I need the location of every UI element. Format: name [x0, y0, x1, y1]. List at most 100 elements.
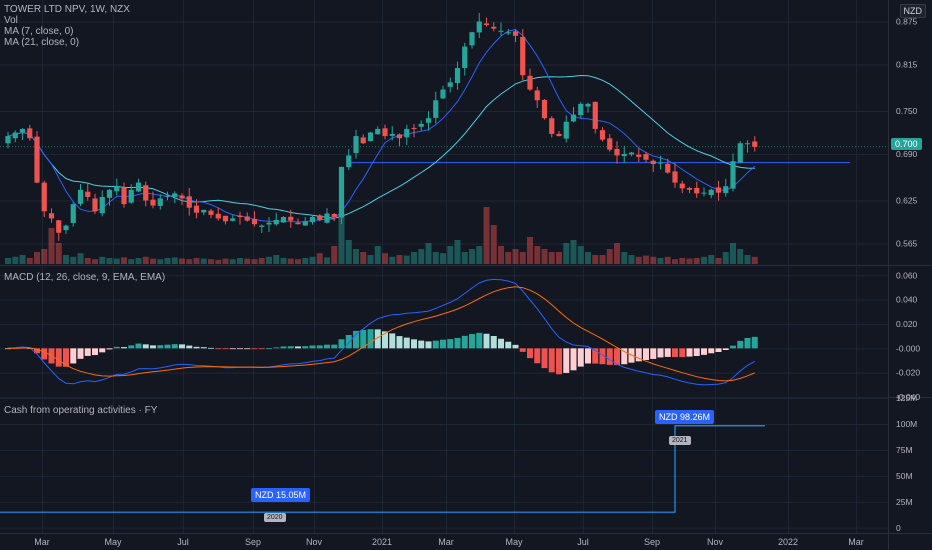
- candle-body: [288, 216, 294, 221]
- candle-body: [527, 75, 533, 90]
- volume-bar: [48, 228, 55, 264]
- candle-body: [520, 36, 526, 76]
- volume-bar: [229, 259, 236, 264]
- macd-histogram-bar: [367, 329, 374, 349]
- macd-histogram-bar: [258, 348, 265, 350]
- price-axis[interactable]: 0.875 0.815 0.750 0.690 0.625 0.565 0.060 0.040…: [896, 16, 920, 532]
- volume-bar: [77, 253, 84, 264]
- cash-panel[interactable]: [0, 425, 765, 513]
- time-tick-label: Nov: [306, 537, 323, 547]
- candle-body: [570, 114, 577, 122]
- candle-body: [208, 210, 214, 215]
- candle-body: [172, 193, 178, 197]
- candle-body: [193, 205, 200, 213]
- year-tag-2020[interactable]: 2020: [264, 513, 286, 522]
- macd-histogram-bar: [606, 348, 613, 365]
- candle-body: [244, 216, 250, 221]
- macd-panel[interactable]: [5, 278, 758, 386]
- volume-bar: [273, 255, 280, 264]
- macd-histogram-bar: [599, 348, 606, 365]
- candle-body: [135, 182, 142, 192]
- volume-bar: [657, 258, 664, 264]
- macd-histogram-bar: [701, 348, 707, 355]
- macd-histogram-bar: [309, 345, 316, 349]
- candle-body: [476, 21, 482, 33]
- symbol-title[interactable]: TOWER LTD NPV, 1W, NZX: [4, 4, 130, 15]
- time-axis[interactable]: Mar May Jul Sep Nov 2021 Mar May Jul Sep Nov 2022 Ma…: [34, 537, 864, 547]
- volume-bar: [150, 258, 156, 264]
- cash-callout-2021[interactable]: NZD 98.26M: [655, 410, 715, 424]
- macd-tick-label: -0.020: [896, 368, 920, 378]
- macd-histogram-bar: [106, 348, 113, 350]
- time-tick-label: 2022: [778, 537, 798, 547]
- candle-body: [201, 209, 207, 213]
- candle-body: [737, 143, 743, 163]
- volume-bar: [708, 255, 715, 264]
- candle-body: [592, 101, 598, 129]
- time-tick-label: Mar: [34, 537, 50, 547]
- time-tick-label: Nov: [707, 537, 724, 547]
- volume-bar: [309, 256, 316, 264]
- macd-histogram-bar: [643, 348, 649, 361]
- currency-button[interactable]: NZD: [899, 4, 926, 18]
- volume-bar: [142, 256, 149, 264]
- candle-body: [462, 46, 468, 69]
- price-panel[interactable]: [0, 12, 888, 264]
- macd-histogram-bar: [534, 348, 541, 364]
- macd-histogram-bar: [664, 348, 671, 357]
- candle-body: [744, 143, 751, 145]
- macd-tick-label: 0.020: [896, 319, 918, 329]
- price-tick-label: 0.750: [896, 106, 918, 116]
- volume-bar: [244, 258, 251, 264]
- volume-bar: [360, 252, 367, 264]
- candle-body: [317, 215, 323, 220]
- macd-histogram-bar: [164, 344, 171, 349]
- candle-body: [585, 103, 591, 107]
- price-tick-label: 0.690: [896, 149, 918, 159]
- candle-body: [657, 162, 664, 164]
- candle-body: [375, 128, 381, 135]
- candle-body: [5, 136, 11, 144]
- vol-legend[interactable]: Vol: [4, 15, 18, 26]
- volume-bar: [382, 253, 388, 264]
- cash-tick-label: 0: [896, 523, 901, 533]
- candle-body: [259, 225, 265, 227]
- ma21-legend[interactable]: MA (21, close, 0): [4, 37, 80, 48]
- time-tick-label: Mar: [438, 537, 454, 547]
- volume-bar: [258, 258, 265, 264]
- volume-bar: [548, 252, 555, 264]
- macd-histogram-bar: [345, 335, 352, 349]
- macd-histogram-bar: [287, 346, 294, 349]
- candle-body: [273, 219, 279, 225]
- macd-title[interactable]: MACD (12, 26, close, 9, EMA, EMA): [4, 272, 166, 283]
- volume-bar: [737, 249, 744, 264]
- cash-callout-2020[interactable]: NZD 15.05M: [251, 488, 311, 502]
- macd-histogram-bar: [244, 348, 251, 350]
- macd-histogram-bar: [447, 339, 454, 349]
- candle-body: [309, 217, 316, 223]
- ma7-legend[interactable]: MA (7, close, 0): [4, 26, 74, 37]
- volume-bar: [512, 249, 519, 264]
- macd-histogram-bar: [99, 348, 106, 353]
- price-tick-label: 0.565: [896, 239, 918, 249]
- candle-body: [164, 195, 171, 197]
- macd-histogram-bar: [55, 348, 62, 367]
- macd-histogram-bar: [454, 337, 461, 349]
- macd-histogram-bar: [476, 332, 483, 349]
- candle-body: [331, 213, 337, 218]
- volume-bar: [505, 252, 512, 264]
- cash-title[interactable]: Cash from operating activities · FY: [4, 405, 158, 416]
- volume-bar: [461, 252, 468, 264]
- cash-tick-label: 50M: [896, 471, 913, 481]
- volume-bar: [628, 255, 635, 264]
- time-tick-label: Sep: [644, 537, 660, 547]
- year-tag-2021[interactable]: 2021: [669, 436, 691, 445]
- last-price-badge: 0.700: [891, 138, 922, 150]
- candle-body: [469, 32, 475, 46]
- volume-bar: [672, 259, 678, 264]
- macd-histogram-bar: [302, 346, 309, 349]
- macd-histogram-bar: [157, 345, 164, 349]
- macd-histogram-bar: [577, 348, 584, 367]
